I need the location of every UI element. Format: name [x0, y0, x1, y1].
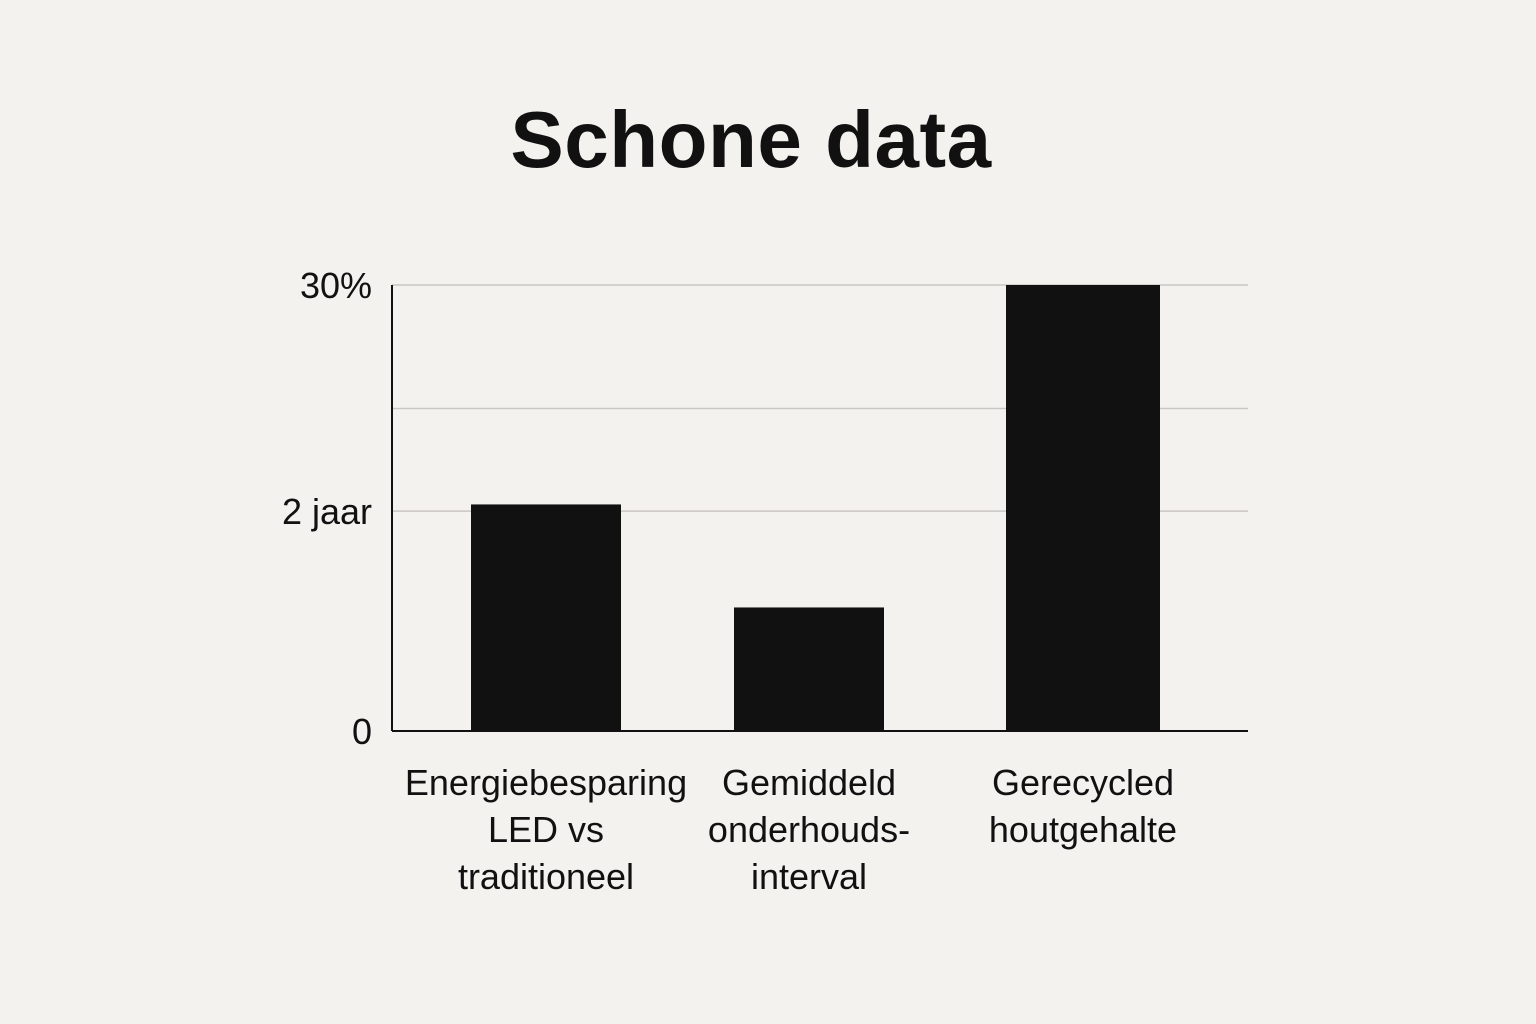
x-category-label: Gemiddeld — [722, 762, 896, 803]
chart-title: Schone data — [510, 95, 992, 184]
x-category-label: traditioneel — [458, 856, 634, 897]
y-tick-label: 30% — [300, 265, 372, 306]
y-tick-label: 2 jaar — [282, 491, 372, 532]
x-category-label: LED vs — [488, 809, 604, 850]
x-category-label: onderhouds- — [708, 809, 910, 850]
bar-1 — [471, 504, 621, 731]
y-tick-label: 0 — [352, 711, 372, 752]
bar-2 — [734, 607, 884, 731]
x-category-label: Gerecycled — [992, 762, 1174, 803]
x-category-label: houtgehalte — [989, 809, 1177, 850]
bar-3 — [1006, 285, 1160, 731]
x-category-label: Energiebesparing — [405, 762, 687, 803]
x-category-label: interval — [751, 856, 867, 897]
